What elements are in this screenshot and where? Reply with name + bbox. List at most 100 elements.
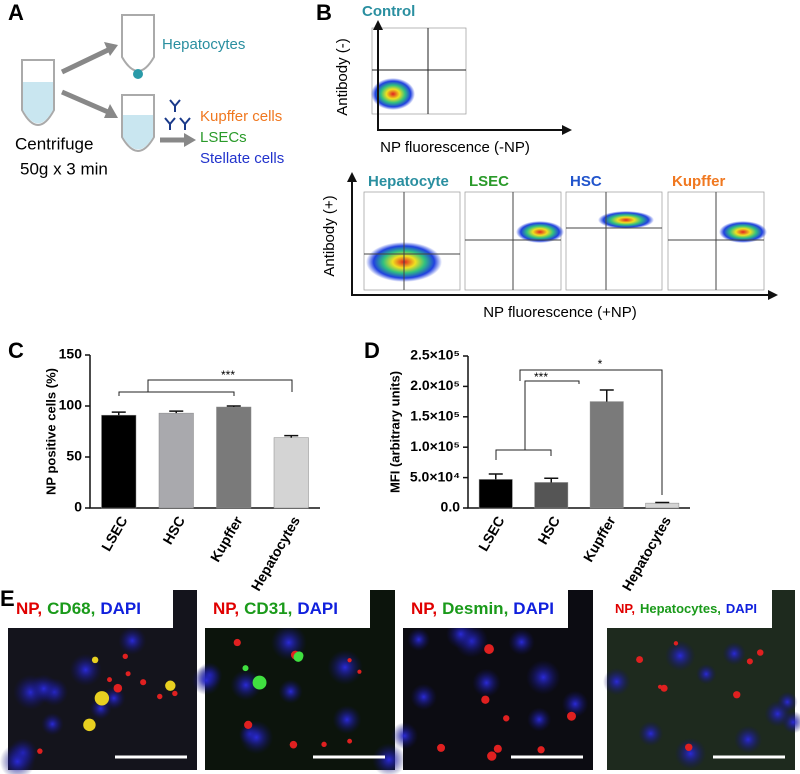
annotation: *** (534, 370, 548, 384)
bar (101, 414, 137, 509)
label-part: Desmin, (442, 599, 508, 618)
nucleus (764, 700, 791, 728)
plot-title: Control (362, 3, 415, 20)
bar (273, 437, 309, 509)
axis-label: Antibody (+) (321, 195, 338, 276)
y-tick-label: 1.0×10⁵ (410, 438, 460, 454)
label-part: Hepatocytes, (640, 601, 721, 616)
label-part: DAPI (726, 601, 757, 616)
marker-signal (252, 675, 267, 690)
nanoparticle (172, 690, 178, 697)
label-box (205, 590, 370, 628)
error-bar (284, 434, 299, 438)
nanoparticle (636, 656, 644, 664)
nucleus (696, 663, 717, 685)
image-label: NP, CD31, DAPI (213, 599, 338, 618)
nanoparticle (567, 711, 576, 721)
error-bar (169, 410, 184, 414)
nanoparticle (347, 738, 353, 744)
nucleus (525, 659, 561, 695)
nucleus (602, 667, 631, 696)
bar (478, 479, 513, 509)
nanoparticle (537, 746, 545, 754)
panel-letter: A (8, 0, 24, 25)
nucleus (332, 705, 362, 735)
x-tick-label: Kupffer (207, 513, 246, 565)
marker-signal (83, 718, 96, 732)
bar (589, 401, 624, 509)
label-box (607, 590, 772, 628)
bar (534, 482, 569, 509)
cell-label: Stellate cells (200, 150, 284, 167)
nanoparticle (244, 720, 253, 729)
nucleus (407, 628, 431, 652)
nucleus (410, 683, 438, 711)
flow-population (719, 221, 767, 243)
label-part: NP, (213, 599, 239, 618)
axis-label: MFI (arbitrary units) (387, 371, 402, 493)
image-label: NP, CD68, DAPI (16, 599, 141, 618)
nanoparticle (107, 677, 112, 683)
nanoparticle (657, 684, 663, 689)
label-part: NP, (16, 599, 42, 618)
step-label: 50g x 3 min (20, 159, 108, 178)
marker-signal (91, 656, 99, 664)
tube (21, 14, 155, 152)
annotation: *** (221, 368, 235, 382)
nucleus (527, 707, 552, 732)
label-part: NP, (615, 601, 635, 616)
label-part: DAPI (513, 599, 554, 618)
nucleus (191, 665, 222, 696)
nanoparticle (357, 669, 362, 674)
nucleus (278, 679, 303, 704)
y-tick-label: 2.5×10⁵ (410, 347, 460, 363)
image-label: NP, Desmin, DAPI (411, 599, 554, 618)
nanoparticle (289, 740, 298, 749)
nucleus (638, 721, 664, 747)
nucleus (41, 712, 64, 736)
y-tick-label: 0.0 (441, 499, 461, 515)
nanoparticle (484, 644, 494, 654)
image-label: NP, Hepatocytes, DAPI (615, 601, 757, 616)
error-bar (655, 501, 670, 504)
label-part: CD31, (244, 599, 292, 618)
nucleus (722, 642, 746, 666)
nanoparticle (757, 649, 764, 656)
x-tick-label: HSC (159, 513, 188, 547)
panel-letter: D (364, 338, 380, 363)
plot-title: HSC (570, 173, 602, 190)
nanoparticle (685, 743, 693, 752)
y-tick-label: 1.5×10⁵ (410, 408, 460, 424)
x-tick-label: Hepatocytes (619, 513, 675, 593)
step-label: Centrifuge (15, 134, 93, 153)
significance-bracket (118, 379, 293, 396)
axis-label: NP fluorescence (-NP) (380, 139, 530, 156)
nanoparticle (113, 683, 123, 693)
flow-plot (565, 191, 663, 291)
nucleus (118, 626, 147, 655)
nucleus (327, 649, 363, 685)
error-bar (488, 473, 503, 480)
nanoparticle (233, 638, 241, 647)
arrow (60, 42, 196, 147)
x-tick-label: HSC (534, 513, 563, 547)
bar (645, 502, 680, 509)
plot-title: LSEC (469, 173, 509, 190)
nanoparticle (746, 658, 753, 665)
cell-label: LSECs (200, 129, 247, 146)
label-part: CD68, (47, 599, 95, 618)
axis-label: NP fluorescence (+NP) (483, 304, 637, 321)
x-tick-label: Hepatocytes (248, 513, 304, 593)
flow-population (598, 211, 654, 229)
antibody-icon (164, 99, 191, 130)
nucleus (664, 640, 696, 672)
nanoparticle (157, 693, 163, 700)
nucleus (472, 668, 501, 698)
panel-letter: E (0, 586, 15, 611)
label-part: DAPI (297, 599, 338, 618)
nucleus (0, 743, 36, 774)
nucleus (561, 690, 589, 718)
y-tick-label: 2.0×10⁵ (410, 377, 460, 393)
label-box (8, 590, 173, 628)
y-tick-label: 5.0×10⁴ (410, 468, 460, 484)
